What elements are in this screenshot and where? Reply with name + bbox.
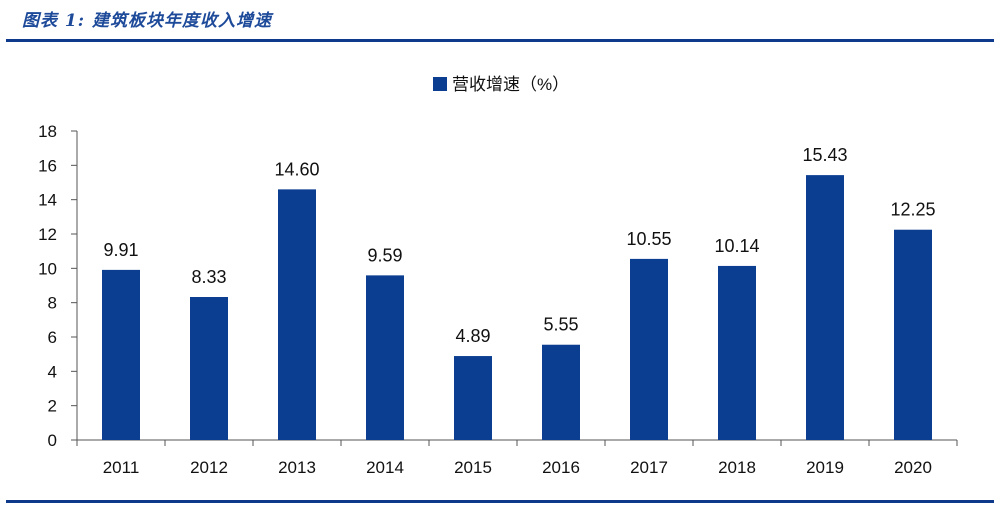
bar-2011 bbox=[102, 269, 140, 440]
x-tick-label: 2019 bbox=[806, 458, 844, 477]
data-label-2019: 15.43 bbox=[802, 145, 847, 165]
data-label-2011: 9.91 bbox=[103, 240, 138, 260]
x-tick-label: 2012 bbox=[190, 458, 228, 477]
bar-2013 bbox=[278, 189, 316, 440]
x-tick-label: 2020 bbox=[894, 458, 932, 477]
figure-title: 图表 1: 建筑板块年度收入增速 bbox=[22, 11, 272, 31]
y-tick-label: 14 bbox=[38, 191, 57, 210]
bottom-rule bbox=[6, 500, 994, 503]
top-rule bbox=[6, 39, 994, 42]
y-tick-label: 8 bbox=[48, 294, 57, 313]
y-tick-label: 4 bbox=[48, 362, 57, 381]
legend: 营收增速（%） bbox=[433, 75, 569, 94]
bar-2014 bbox=[366, 275, 404, 440]
data-label-2013: 14.60 bbox=[274, 159, 319, 179]
bars bbox=[102, 175, 932, 440]
data-label-2015: 4.89 bbox=[455, 326, 490, 346]
data-label-2012: 8.33 bbox=[191, 267, 226, 287]
x-tick-label: 2015 bbox=[454, 458, 492, 477]
x-tick-label: 2017 bbox=[630, 458, 668, 477]
data-label-2020: 12.25 bbox=[890, 200, 935, 220]
x-tick-label: 2013 bbox=[278, 458, 316, 477]
y-tick-label: 2 bbox=[48, 397, 57, 416]
bar-2015 bbox=[454, 356, 492, 440]
x-tick-label: 2014 bbox=[366, 458, 404, 477]
x-tick-label: 2018 bbox=[718, 458, 756, 477]
x-tick-label: 2016 bbox=[542, 458, 580, 477]
y-tick-label: 16 bbox=[38, 156, 57, 175]
bar-2019 bbox=[806, 175, 844, 440]
data-label-2017: 10.55 bbox=[626, 229, 671, 249]
y-tick-label: 18 bbox=[38, 122, 57, 141]
bar-2016 bbox=[542, 344, 580, 440]
x-axis: 2011 2012 2013 2014 2015 2016 2017 2018 2019 2020 bbox=[76, 439, 958, 477]
legend-label: 营收增速（%） bbox=[452, 75, 569, 94]
y-axis: 0 2 4 6 8 10 12 14 16 18 bbox=[38, 122, 78, 450]
y-tick-label: 10 bbox=[38, 259, 57, 278]
data-label-2016: 5.55 bbox=[543, 315, 578, 335]
y-tick-label: 12 bbox=[38, 225, 57, 244]
data-label-2014: 9.59 bbox=[367, 245, 402, 265]
data-label-2018: 10.14 bbox=[714, 236, 759, 256]
bar-2020 bbox=[894, 229, 932, 440]
x-tick-label: 2011 bbox=[103, 458, 140, 477]
y-tick-label: 6 bbox=[48, 328, 57, 347]
bar-labels: 9.91 8.33 14.60 9.59 4.89 5.55 10.55 10.14 15.43… bbox=[103, 145, 935, 346]
bar-2012 bbox=[190, 297, 228, 440]
bar-2017 bbox=[630, 258, 668, 440]
bar-2018 bbox=[718, 265, 756, 440]
y-tick-label: 0 bbox=[48, 431, 57, 450]
legend-swatch bbox=[433, 77, 447, 91]
